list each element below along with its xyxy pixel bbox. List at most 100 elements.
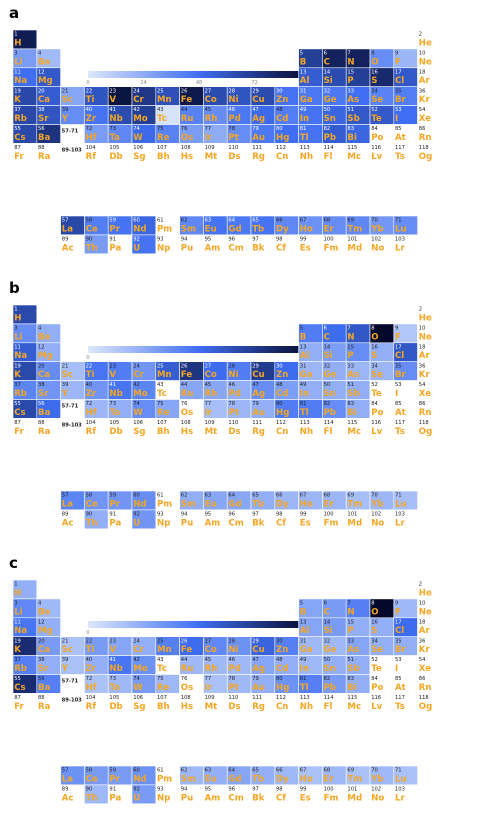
atomic-number: 110 (228, 420, 238, 426)
atomic-number: 30 (276, 88, 283, 94)
element-symbol: Re (157, 683, 170, 693)
element-symbol: Mo (133, 389, 148, 399)
element-symbol: Rf (86, 152, 97, 162)
atomic-number: 15 (347, 344, 354, 350)
atomic-number: 31 (300, 638, 307, 644)
element-symbol: Cr (133, 95, 144, 105)
element-symbol: V (109, 370, 116, 380)
placeholder-lanthanides: 57-71 (62, 129, 79, 135)
placeholder-lanthanides: 57-71 (62, 679, 79, 685)
element-symbol: Am (205, 793, 221, 803)
element-symbol: Ni (228, 645, 238, 655)
element-symbol: Pr (109, 774, 120, 784)
atomic-number: 107 (157, 420, 167, 426)
element-symbol: Nd (133, 774, 146, 784)
atomic-number: 92 (133, 787, 140, 793)
element-symbol: Ba (38, 133, 51, 143)
element-symbol: Am (205, 243, 221, 253)
element-symbol: Mc (347, 427, 361, 437)
element-symbol: Os (181, 408, 193, 418)
element-symbol: Yb (370, 224, 383, 234)
element-symbol: Hs (181, 427, 193, 437)
atomic-number: 116 (371, 695, 381, 701)
atomic-number: 19 (14, 88, 21, 94)
element-symbol: No (371, 793, 384, 803)
element-symbol: Pr (109, 499, 120, 509)
atomic-number: 25 (157, 88, 164, 94)
element-symbol: Hs (181, 702, 193, 712)
element-symbol: Re (157, 133, 170, 143)
atomic-number: 39 (62, 657, 69, 663)
atomic-number: 57 (62, 768, 69, 774)
element-symbol: I (395, 389, 398, 399)
element-symbol: Eu (205, 774, 217, 784)
atomic-number: 90 (86, 787, 93, 793)
atomic-number: 56 (38, 401, 45, 407)
atomic-number: 105 (109, 145, 119, 151)
element-symbol: Pd (228, 389, 240, 399)
atomic-number: 69 (347, 768, 354, 774)
atomic-number: 71 (395, 768, 402, 774)
element-symbol: Po (371, 408, 383, 418)
element-symbol: I (395, 114, 398, 124)
atomic-number: 13 (300, 69, 307, 75)
atomic-number: 61 (157, 218, 164, 224)
atomic-number: 7 (347, 601, 350, 607)
element-symbol: Hf (86, 683, 97, 693)
element-symbol: Rf (86, 427, 97, 437)
atomic-number: 108 (181, 145, 191, 151)
atomic-number: 79 (252, 126, 259, 132)
atomic-number: 25 (157, 363, 164, 369)
atomic-number: 70 (371, 493, 378, 499)
atomic-number: 98 (276, 237, 283, 243)
atomic-number: 40 (86, 382, 93, 388)
atomic-number: 20 (38, 363, 45, 369)
atomic-number: 27 (205, 363, 212, 369)
atomic-number: 103 (395, 787, 405, 793)
element-symbol: Kr (419, 645, 431, 655)
element-symbol: H (14, 313, 21, 323)
element-symbol: Cr (133, 370, 144, 380)
atomic-number: 102 (371, 237, 381, 243)
element-symbol: Nb (109, 114, 122, 124)
atomic-number: 83 (347, 126, 354, 132)
atomic-number: 70 (371, 768, 378, 774)
atomic-number: 91 (109, 237, 116, 243)
element-symbol: Nd (133, 224, 146, 234)
atomic-number: 74 (133, 676, 140, 682)
atomic-number: 30 (276, 363, 283, 369)
element-symbol: Sc (62, 95, 73, 105)
atomic-number: 114 (324, 145, 335, 151)
atomic-number: 94 (181, 512, 188, 518)
element-symbol: B (300, 607, 307, 617)
element-symbol: Ts (395, 152, 405, 162)
element-symbol: Ga (300, 95, 313, 105)
element-symbol: Fr (14, 152, 24, 162)
atomic-number: 77 (205, 676, 212, 682)
element-symbol: Mo (133, 114, 148, 124)
atomic-number: 8 (371, 601, 374, 607)
element-symbol: Ru (181, 664, 194, 674)
atomic-number: 60 (133, 493, 140, 499)
element-symbol: Te (371, 389, 382, 399)
element-symbol: Yb (370, 774, 383, 784)
atomic-number: 26 (181, 363, 188, 369)
atomic-number: 18 (419, 69, 426, 75)
panel-label: c (9, 554, 18, 572)
element-symbol: Cl (395, 76, 404, 86)
atomic-number: 26 (181, 638, 188, 644)
atomic-number: 98 (276, 787, 283, 793)
element-symbol: Tm (347, 224, 362, 234)
element-symbol: Cl (395, 626, 404, 636)
atomic-number: 66 (276, 218, 283, 224)
atomic-number: 43 (157, 657, 164, 663)
atomic-number: 54 (419, 657, 426, 663)
atomic-number: 69 (347, 493, 354, 499)
element-symbol: Zn (276, 95, 288, 105)
element-symbol: K (14, 95, 21, 105)
element-symbol: V (109, 95, 116, 105)
element-symbol: He (419, 313, 432, 323)
atomic-number: 62 (181, 493, 188, 499)
atomic-number: 59 (109, 493, 116, 499)
atomic-number: 65 (252, 218, 259, 224)
